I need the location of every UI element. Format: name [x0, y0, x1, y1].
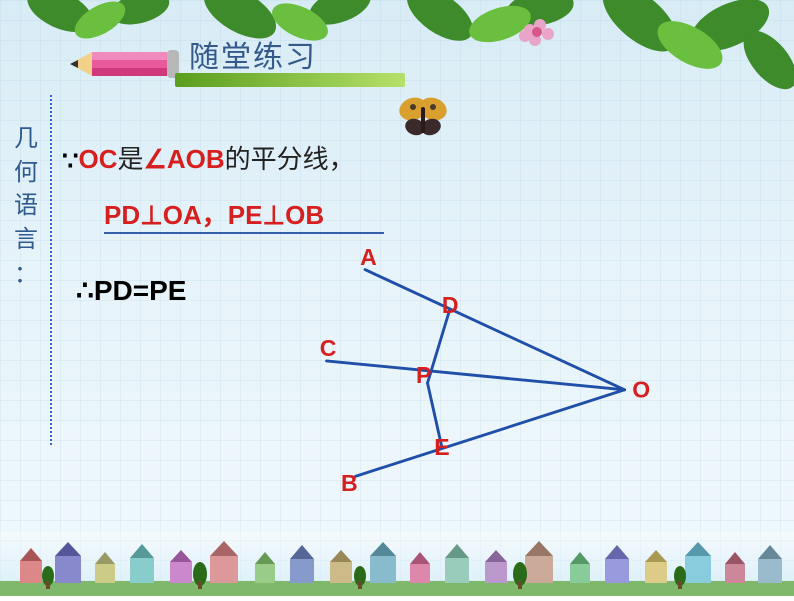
pencil-icon — [70, 40, 180, 93]
oc-text: OC — [79, 144, 118, 174]
conclusion-text: PD=PE — [94, 275, 187, 306]
side-char-3: 语 — [14, 190, 42, 224]
label-B: B — [341, 470, 358, 496]
angle-text: ∠AOB — [144, 144, 225, 174]
premise-line: ∵OC是∠AOB的平分线， — [62, 140, 642, 181]
geometry-diagram: A D C P O E B — [280, 260, 700, 510]
slide: 随堂练习 几 何 语 言 ： ∵OC是∠AOB的平分线， PD⊥OA，PE⊥OB… — [0, 0, 794, 596]
label-P: P — [416, 362, 431, 388]
title-banner: 随堂练习 — [175, 32, 405, 87]
side-char-4: 言 — [14, 224, 42, 258]
label-E: E — [434, 434, 449, 460]
vertical-dotted-line — [50, 95, 52, 445]
label-A: A — [360, 244, 377, 270]
perp-conditions: PD⊥OA，PE⊥OB — [104, 195, 384, 234]
because-symbol: ∵ — [62, 146, 79, 176]
bisector-text: 的平分线， — [225, 144, 355, 174]
label-C: C — [320, 335, 337, 361]
butterfly-decoration — [395, 95, 450, 143]
label-D: D — [442, 292, 459, 318]
label-O: O — [632, 377, 650, 403]
perpendicular-line: PD⊥OA，PE⊥OB — [104, 195, 642, 234]
slide-title: 随堂练习 — [189, 32, 317, 76]
side-colon: ： — [14, 259, 42, 293]
is-text: 是 — [118, 144, 144, 174]
side-vertical-label: 几 何 语 言 ： — [14, 123, 42, 293]
side-char-1: 几 — [14, 123, 42, 157]
side-char-2: 何 — [14, 157, 42, 191]
bottom-houses-decoration — [0, 526, 794, 596]
therefore-symbol: ∴ — [76, 275, 94, 306]
